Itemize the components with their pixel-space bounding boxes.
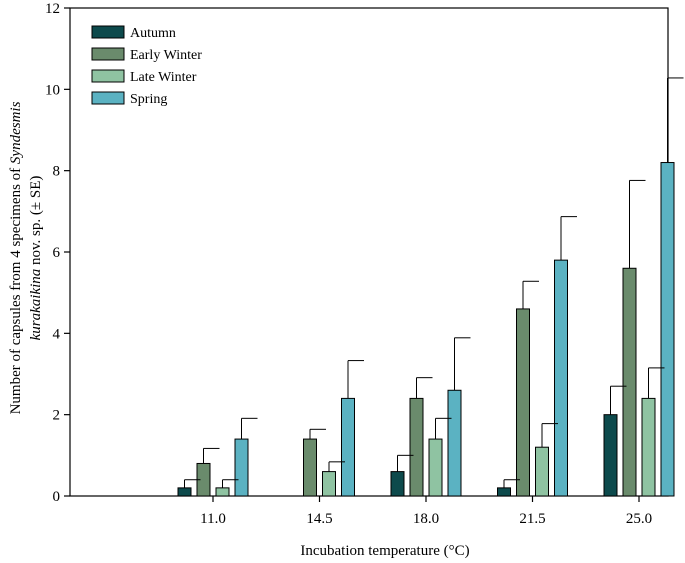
y-axis-title-line1: Number of capsules from 4 specimens of S… (8, 101, 24, 414)
x-tick-label: 21.5 (519, 511, 545, 527)
legend: Autumn Early Winter Late Winter Spring (91, 25, 202, 107)
bar (603, 414, 618, 497)
y-tick-label: 6 (53, 245, 61, 261)
legend-swatch (91, 69, 125, 83)
bar (409, 397, 424, 497)
bar (428, 438, 443, 497)
legend-swatch (91, 91, 125, 105)
bar (322, 471, 336, 497)
legend-label: Spring (130, 92, 167, 107)
x-tick-label: 14.5 (306, 511, 332, 527)
y-axis-title-line2: kurakaikina nov. sp. (± SE) (28, 176, 44, 341)
bar (535, 446, 549, 497)
y-axis-title-line2-italic: kurakaikina (28, 269, 44, 341)
bar (177, 487, 192, 497)
bar (390, 471, 405, 497)
error-bars-layer (184, 77, 684, 488)
legend-swatch (91, 25, 125, 39)
y-axis-ticks: 0 2 4 6 8 10 12 (45, 1, 70, 505)
bar (215, 487, 230, 497)
bar (497, 487, 511, 497)
bar (341, 397, 355, 497)
legend-label: Autumn (130, 26, 176, 41)
x-tick-label: 18.0 (413, 511, 439, 527)
y-tick-label: 8 (53, 164, 61, 180)
x-axis-ticks: 11.0 14.5 18.0 21.5 25.0 (200, 496, 652, 527)
bar (554, 259, 568, 497)
legend-swatch (91, 47, 125, 61)
y-tick-label: 0 (53, 489, 61, 505)
legend-label: Early Winter (130, 48, 202, 63)
bars-layer (177, 162, 675, 497)
y-axis-title-line2-suffix: nov. sp. (± SE) (28, 176, 44, 269)
legend-label: Late Winter (130, 70, 197, 85)
y-tick-label: 4 (53, 326, 61, 342)
bar (641, 397, 656, 497)
x-tick-label: 25.0 (626, 511, 652, 527)
bar (516, 308, 530, 497)
bar (303, 438, 317, 497)
bar (447, 389, 462, 497)
x-axis-title: Incubation temperature (°C) (300, 543, 469, 559)
y-tick-label: 10 (45, 82, 60, 98)
y-axis-title-line1-italic: Syndesmis (8, 101, 24, 164)
y-tick-label: 2 (53, 408, 61, 424)
y-axis-title-line1-prefix: Number of capsules from 4 specimens of (8, 164, 24, 414)
bar (622, 267, 637, 497)
y-tick-label: 12 (45, 1, 60, 17)
bar (234, 438, 249, 497)
bar (660, 162, 675, 497)
x-tick-label: 11.0 (200, 511, 226, 527)
